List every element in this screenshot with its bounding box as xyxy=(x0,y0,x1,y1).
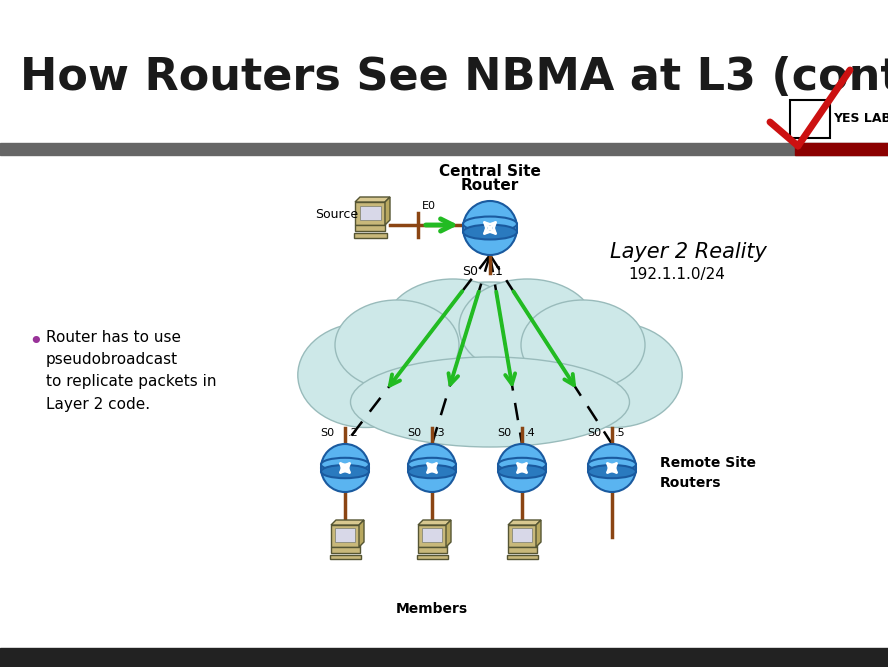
Text: Router has to use
pseudobroadcast
to replicate packets in
Layer 2 code.: Router has to use pseudobroadcast to rep… xyxy=(46,330,217,412)
Ellipse shape xyxy=(321,465,369,478)
Text: Members: Members xyxy=(396,602,468,616)
Circle shape xyxy=(408,444,456,492)
Ellipse shape xyxy=(521,300,645,390)
Polygon shape xyxy=(359,520,364,547)
Polygon shape xyxy=(385,197,390,225)
Ellipse shape xyxy=(498,465,546,478)
Circle shape xyxy=(321,444,369,492)
Ellipse shape xyxy=(351,357,630,447)
Ellipse shape xyxy=(335,305,509,430)
Ellipse shape xyxy=(463,217,517,231)
Text: •: • xyxy=(28,330,43,354)
Polygon shape xyxy=(355,197,390,202)
Text: S0: S0 xyxy=(497,428,511,438)
Bar xyxy=(507,555,538,559)
Bar xyxy=(422,528,442,542)
Ellipse shape xyxy=(498,458,546,471)
Ellipse shape xyxy=(385,279,521,375)
Ellipse shape xyxy=(459,279,595,375)
Text: YES LAB: YES LAB xyxy=(833,113,888,125)
Circle shape xyxy=(588,444,636,492)
Text: S0: S0 xyxy=(320,428,334,438)
Circle shape xyxy=(463,201,517,255)
Ellipse shape xyxy=(588,465,636,478)
Bar xyxy=(417,555,448,559)
Polygon shape xyxy=(418,520,451,525)
Bar xyxy=(331,547,360,553)
Bar xyxy=(512,528,532,542)
Ellipse shape xyxy=(463,225,517,239)
Text: .5: .5 xyxy=(614,428,625,438)
Text: .1: .1 xyxy=(492,265,503,278)
Ellipse shape xyxy=(588,458,636,471)
Bar xyxy=(335,528,355,542)
Text: E0: E0 xyxy=(422,201,436,211)
Text: Router: Router xyxy=(461,178,519,193)
Bar xyxy=(331,525,360,547)
Text: .4: .4 xyxy=(525,428,535,438)
Text: S0: S0 xyxy=(587,428,601,438)
Ellipse shape xyxy=(297,323,434,428)
Bar xyxy=(795,143,888,155)
Bar xyxy=(330,555,361,559)
Text: How Routers See NBMA at L3 (cont.): How Routers See NBMA at L3 (cont.) xyxy=(20,57,888,99)
Polygon shape xyxy=(446,520,451,547)
Bar xyxy=(354,233,387,238)
Ellipse shape xyxy=(372,282,607,438)
Bar xyxy=(790,100,830,138)
Ellipse shape xyxy=(321,458,369,471)
Text: S0: S0 xyxy=(407,428,421,438)
Text: .3: .3 xyxy=(435,428,445,438)
Ellipse shape xyxy=(335,300,459,390)
Text: Central Site: Central Site xyxy=(439,164,541,179)
Circle shape xyxy=(498,444,546,492)
Ellipse shape xyxy=(472,305,645,430)
Polygon shape xyxy=(508,520,541,525)
Text: Remote Site
Routers: Remote Site Routers xyxy=(660,456,756,490)
Bar xyxy=(508,525,537,547)
Text: 192.1.1.0/24: 192.1.1.0/24 xyxy=(628,267,725,283)
Text: S0: S0 xyxy=(462,265,478,278)
Ellipse shape xyxy=(408,465,456,478)
Text: Layer 2 Reality: Layer 2 Reality xyxy=(610,242,767,262)
Bar xyxy=(418,525,447,547)
Bar xyxy=(360,206,381,220)
Bar xyxy=(508,547,537,553)
Bar xyxy=(355,202,385,225)
Bar xyxy=(418,547,447,553)
Text: Source: Source xyxy=(315,209,358,221)
Bar xyxy=(0,143,888,155)
Ellipse shape xyxy=(546,323,682,428)
Bar xyxy=(0,648,888,667)
Polygon shape xyxy=(331,520,364,525)
Text: .2: .2 xyxy=(347,428,359,438)
Bar xyxy=(355,225,385,231)
Ellipse shape xyxy=(408,458,456,471)
Polygon shape xyxy=(536,520,541,547)
